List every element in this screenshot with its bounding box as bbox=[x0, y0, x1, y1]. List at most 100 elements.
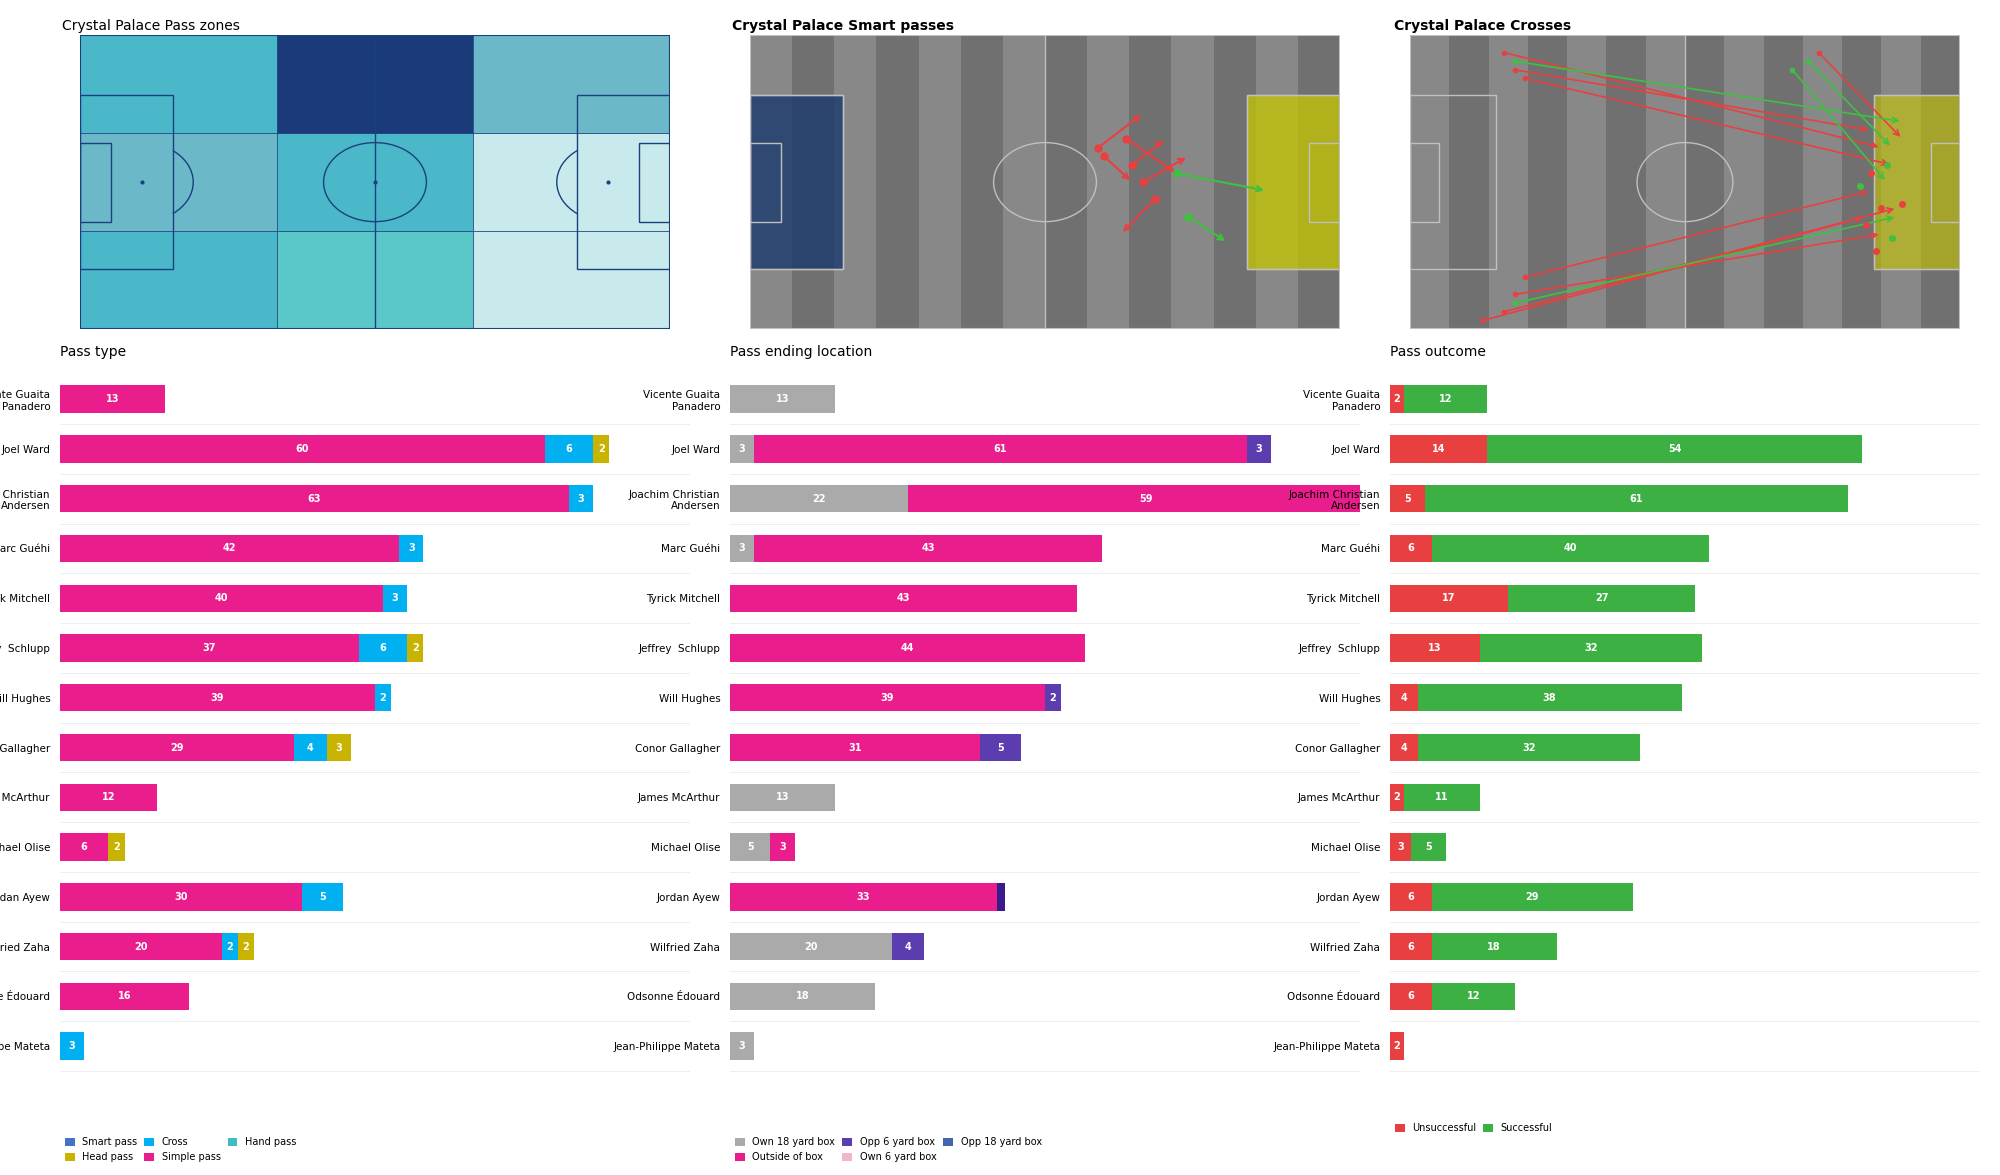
Text: 2: 2 bbox=[598, 444, 604, 454]
Bar bbox=[408, 634, 424, 662]
Text: 38: 38 bbox=[1542, 693, 1556, 703]
Bar bbox=[1390, 634, 1480, 662]
Bar bbox=[1130, 35, 1172, 329]
Bar bbox=[1214, 35, 1256, 329]
Text: 2: 2 bbox=[114, 842, 120, 852]
Bar bbox=[754, 535, 1102, 562]
Text: 30: 30 bbox=[174, 892, 188, 902]
Bar bbox=[640, 142, 670, 222]
Bar bbox=[1298, 35, 1340, 329]
Bar bbox=[730, 385, 836, 412]
Text: 3: 3 bbox=[1256, 444, 1262, 454]
Bar bbox=[1390, 833, 1410, 861]
Bar bbox=[1410, 142, 1438, 222]
Bar bbox=[1390, 734, 1418, 761]
Bar bbox=[474, 231, 670, 329]
Bar bbox=[1568, 35, 1606, 329]
Bar bbox=[60, 584, 384, 612]
Text: 20: 20 bbox=[804, 941, 818, 952]
Bar bbox=[1874, 95, 1960, 269]
Text: 3: 3 bbox=[392, 593, 398, 603]
Text: 6: 6 bbox=[1408, 892, 1414, 902]
Bar bbox=[276, 133, 474, 231]
Text: 12: 12 bbox=[1466, 992, 1480, 1001]
Bar bbox=[80, 133, 276, 231]
Bar bbox=[60, 535, 400, 562]
Bar bbox=[276, 231, 474, 329]
Text: Pass type: Pass type bbox=[60, 345, 126, 358]
Bar bbox=[1310, 142, 1340, 222]
Bar bbox=[750, 35, 792, 329]
Bar bbox=[1390, 884, 1432, 911]
Bar bbox=[730, 982, 876, 1010]
Bar bbox=[376, 684, 392, 711]
Bar bbox=[400, 535, 424, 562]
Text: Pass ending location: Pass ending location bbox=[730, 345, 872, 358]
Bar bbox=[1390, 684, 1418, 711]
Text: 18: 18 bbox=[1488, 941, 1500, 952]
Bar bbox=[384, 584, 408, 612]
Text: 6: 6 bbox=[566, 444, 572, 454]
Text: 13: 13 bbox=[776, 792, 790, 803]
Bar bbox=[1432, 982, 1514, 1010]
Text: 60: 60 bbox=[296, 444, 310, 454]
Bar bbox=[1882, 35, 1920, 329]
Bar bbox=[60, 784, 156, 811]
Text: 27: 27 bbox=[1594, 593, 1608, 603]
Text: 40: 40 bbox=[214, 593, 228, 603]
Bar bbox=[108, 833, 124, 861]
Bar bbox=[1172, 35, 1214, 329]
Bar bbox=[1390, 485, 1424, 512]
Bar bbox=[1410, 35, 1450, 329]
Text: 44: 44 bbox=[900, 643, 914, 653]
Bar bbox=[1480, 634, 1702, 662]
Text: 6: 6 bbox=[80, 842, 88, 852]
Text: 13: 13 bbox=[776, 394, 790, 404]
Bar bbox=[1044, 35, 1088, 329]
Bar bbox=[60, 884, 302, 911]
Bar bbox=[892, 933, 924, 960]
Text: 2: 2 bbox=[380, 693, 386, 703]
Bar bbox=[730, 1033, 754, 1060]
Text: 32: 32 bbox=[1584, 643, 1598, 653]
Text: 3: 3 bbox=[578, 494, 584, 504]
Text: 3: 3 bbox=[68, 1041, 76, 1052]
Bar bbox=[918, 35, 960, 329]
Bar bbox=[294, 734, 326, 761]
Bar bbox=[730, 833, 770, 861]
Bar bbox=[730, 535, 754, 562]
Legend: Own 18 yard box, Outside of box, Opp 6 yard box, Own 6 yard box, Opp 18 yard box: Own 18 yard box, Outside of box, Opp 6 y… bbox=[734, 1137, 1042, 1162]
Bar bbox=[980, 734, 1020, 761]
Bar bbox=[60, 385, 164, 412]
Bar bbox=[1450, 35, 1488, 329]
Text: 61: 61 bbox=[994, 444, 1008, 454]
Bar bbox=[1044, 684, 1062, 711]
Text: 40: 40 bbox=[1564, 543, 1578, 553]
Text: 5: 5 bbox=[1404, 494, 1410, 504]
Text: 43: 43 bbox=[922, 543, 934, 553]
Text: 12: 12 bbox=[102, 792, 116, 803]
Text: 20: 20 bbox=[134, 941, 148, 952]
Text: 29: 29 bbox=[1526, 892, 1540, 902]
Text: 63: 63 bbox=[308, 494, 322, 504]
Bar bbox=[1646, 35, 1684, 329]
Text: 5: 5 bbox=[320, 892, 326, 902]
Bar bbox=[60, 933, 222, 960]
Bar bbox=[1390, 435, 1488, 463]
Text: 18: 18 bbox=[796, 992, 810, 1001]
Bar bbox=[358, 634, 408, 662]
Bar bbox=[1248, 95, 1340, 269]
Text: 13: 13 bbox=[1428, 643, 1442, 653]
Bar bbox=[770, 833, 794, 861]
Bar bbox=[730, 734, 980, 761]
Text: 11: 11 bbox=[1436, 792, 1448, 803]
Bar bbox=[908, 485, 1384, 512]
Bar bbox=[80, 95, 172, 269]
Bar bbox=[1842, 35, 1882, 329]
Text: 17: 17 bbox=[1442, 593, 1456, 603]
Text: 13: 13 bbox=[106, 394, 120, 404]
Bar bbox=[60, 435, 544, 463]
Text: 61: 61 bbox=[1630, 494, 1644, 504]
Text: 6: 6 bbox=[1408, 992, 1414, 1001]
Text: 2: 2 bbox=[1394, 1041, 1400, 1052]
